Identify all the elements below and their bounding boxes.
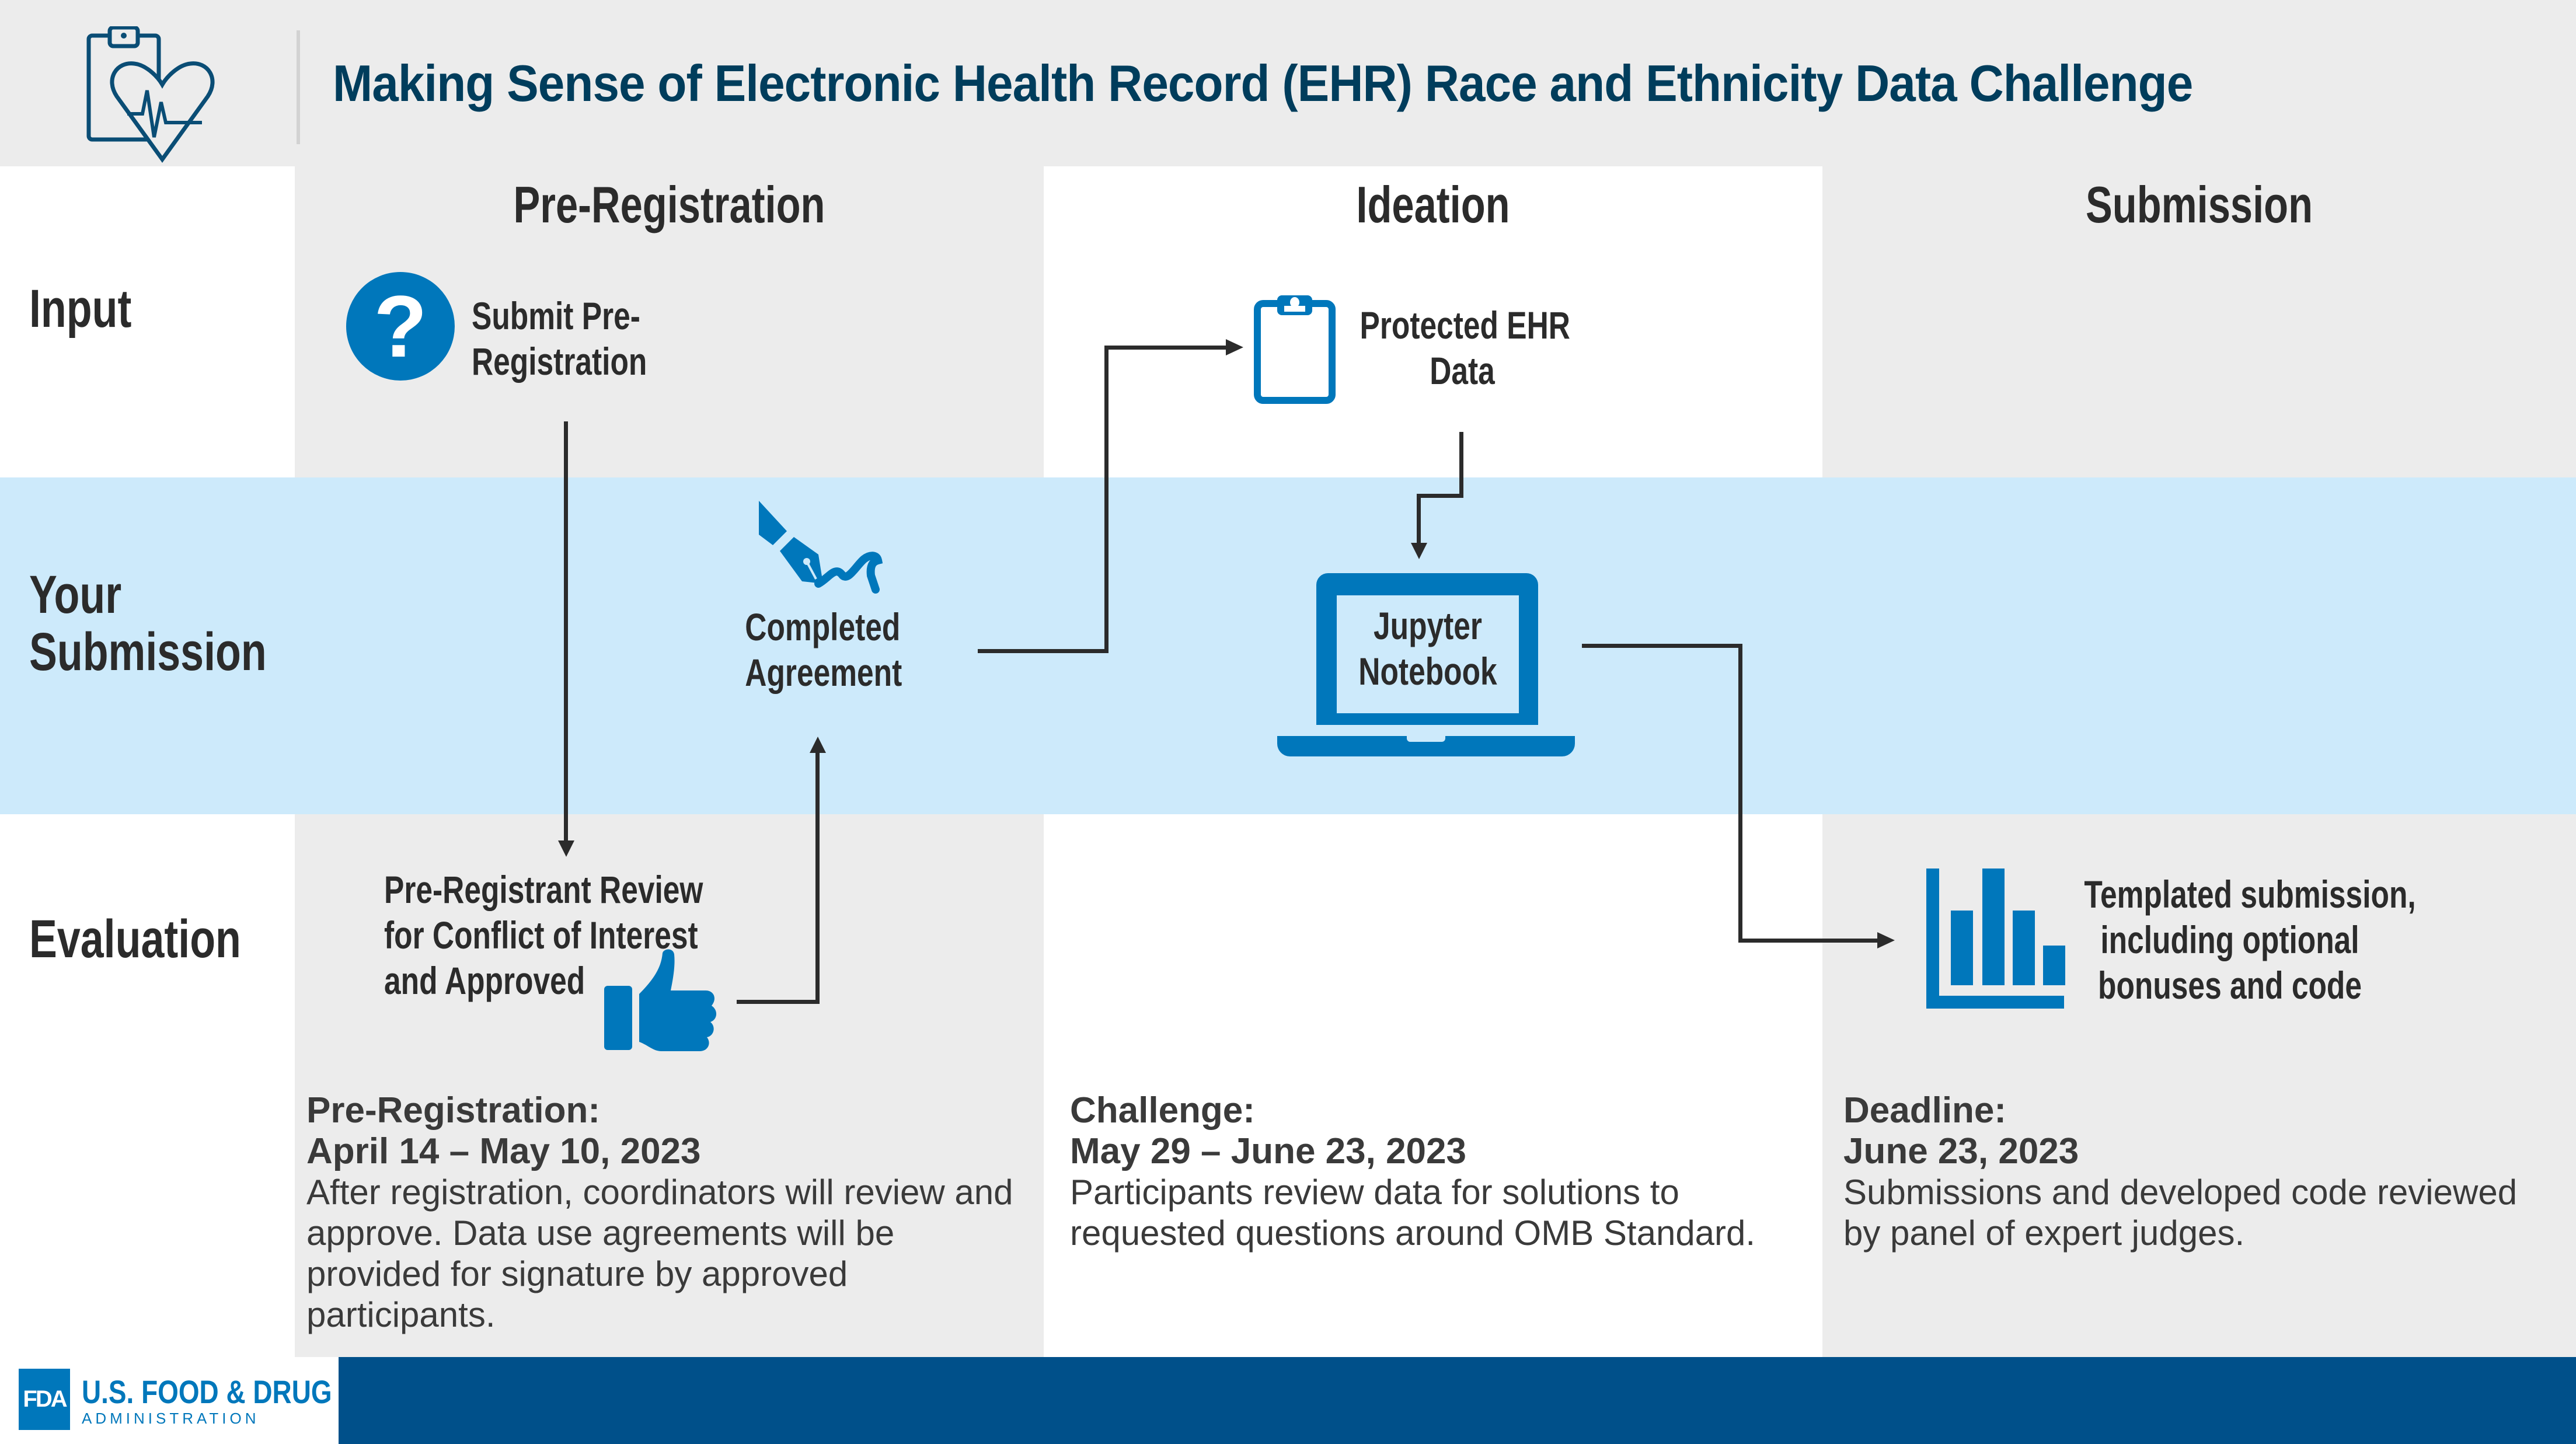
connector-line (1738, 644, 1742, 943)
connector-line (1104, 346, 1227, 350)
column-header-submission: Submission (2085, 176, 2313, 233)
node-text: Completed (745, 605, 901, 648)
thumbs-up-icon (603, 948, 726, 1056)
arrow-head-right-icon (1226, 339, 1243, 355)
node-text: including optional (2100, 918, 2359, 961)
phase-description: Submissions and developed code reviewed … (1843, 1173, 2518, 1253)
row-label-input: Input (29, 279, 132, 339)
connector-line (1582, 644, 1742, 648)
header-band (0, 0, 2576, 166)
fda-logo-mark: FDA (19, 1369, 70, 1430)
node-text: Notebook (1358, 650, 1497, 693)
node-text: Data (1430, 349, 1495, 392)
row-label-line: Submission (29, 622, 267, 682)
bar-chart-icon (1926, 869, 2066, 1009)
node-text: Submit Pre- (472, 294, 640, 337)
phase-heading: Pre-Registration: (306, 1090, 600, 1131)
phase-deadline: Deadline: June 23, 2023 Submissions and … (1843, 1090, 2561, 1254)
connector-line (1738, 939, 1878, 943)
node-pre-registrant-review: Pre-Registrant Review for Conflict of In… (384, 867, 703, 1003)
header-divider (297, 30, 300, 144)
node-text: Registration (472, 340, 647, 383)
connector-line (978, 649, 1109, 653)
fda-logo-text: U.S. FOOD & DRUG (82, 1373, 332, 1410)
footer-band (339, 1357, 2576, 1444)
phase-dates: June 23, 2023 (1843, 1131, 2079, 1171)
node-text: bonuses and code (2098, 964, 2362, 1007)
arrow-head-down-icon (558, 840, 574, 857)
node-completed-agreement: Completed Agreement (745, 604, 902, 695)
connector-line (1417, 494, 1463, 498)
node-submit-pre-registration: Submit Pre- Registration (472, 293, 647, 384)
your-submission-band (0, 477, 2576, 814)
phase-pre-registration: Pre-Registration: April 14 – May 10, 202… (306, 1090, 1030, 1335)
phase-description: Participants review data for solutions t… (1070, 1173, 1756, 1253)
connector-line (737, 1000, 820, 1004)
phase-description: After registration, coordinators will re… (306, 1173, 1013, 1334)
column-header-pre-registration: Pre-Registration (513, 176, 825, 233)
node-text: Templated submission, (2084, 873, 2416, 916)
clipboard-icon (1254, 293, 1336, 404)
node-text: and Approved (384, 959, 585, 1002)
pen-signature-icon (753, 496, 887, 601)
page-title: Making Sense of Electronic Health Record… (333, 54, 2193, 112)
arrow-head-up-icon (810, 737, 826, 753)
column-header-ideation: Ideation (1356, 176, 1510, 233)
node-text: Pre-Registrant Review (384, 868, 703, 911)
connector-line (1104, 346, 1109, 653)
node-templated-submission: Templated submission, including optional… (2084, 871, 2416, 1008)
phase-heading: Deadline: (1843, 1090, 2007, 1131)
phase-heading: Challenge: (1070, 1090, 1255, 1131)
node-jupyter-notebook: Jupyter Notebook (1357, 603, 1498, 694)
node-text: for Conflict of Interest (384, 913, 698, 957)
connector-line (815, 753, 820, 1004)
laptop-screen (1337, 595, 1519, 713)
connector-line (1459, 432, 1463, 497)
clipboard-heart-icon (82, 25, 222, 163)
phase-dates: April 14 – May 10, 2023 (306, 1131, 701, 1171)
laptop-notch (1407, 736, 1445, 742)
connector-line (564, 421, 568, 842)
row-label-evaluation: Evaluation (29, 909, 241, 969)
phase-challenge: Challenge: May 29 – June 23, 2023 Partic… (1070, 1090, 1811, 1254)
arrow-head-right-icon (1877, 932, 1895, 948)
row-label-line: Your (29, 565, 122, 625)
phase-dates: May 29 – June 23, 2023 (1070, 1131, 1467, 1171)
node-text: Agreement (745, 651, 902, 694)
node-text: Protected EHR (1360, 304, 1570, 347)
node-protected-ehr-data: Protected EHR Data (1360, 302, 1570, 393)
connector-line (1417, 494, 1421, 546)
question-circle-icon: ? (346, 272, 455, 381)
row-label-your-submission: Your Submission (29, 566, 267, 681)
fda-logo-subtext: ADMINISTRATION (82, 1410, 260, 1427)
node-text: Jupyter (1374, 604, 1482, 647)
arrow-head-down-icon (1411, 543, 1427, 559)
